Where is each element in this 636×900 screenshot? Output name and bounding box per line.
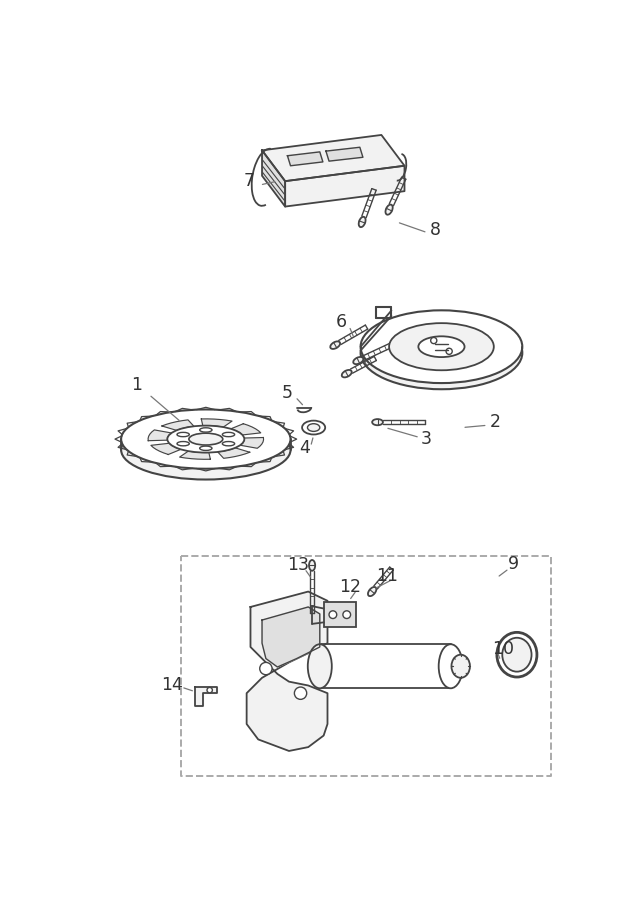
Polygon shape: [247, 591, 328, 751]
FancyBboxPatch shape: [324, 602, 356, 627]
Ellipse shape: [302, 420, 325, 435]
Ellipse shape: [361, 317, 522, 389]
Polygon shape: [285, 166, 404, 207]
Text: 1: 1: [131, 376, 142, 394]
Ellipse shape: [368, 587, 377, 596]
Ellipse shape: [121, 420, 291, 480]
Polygon shape: [202, 418, 232, 427]
Polygon shape: [287, 152, 323, 166]
Ellipse shape: [359, 217, 366, 227]
Text: 8: 8: [430, 220, 441, 238]
Text: 9: 9: [508, 554, 520, 572]
Circle shape: [329, 611, 336, 618]
Text: 13: 13: [287, 556, 309, 574]
Ellipse shape: [389, 323, 494, 370]
Text: 6: 6: [336, 313, 347, 331]
Circle shape: [431, 338, 437, 344]
Ellipse shape: [502, 638, 532, 671]
Polygon shape: [162, 420, 194, 430]
Text: 7: 7: [244, 172, 254, 190]
Text: 2: 2: [490, 413, 501, 431]
Ellipse shape: [167, 426, 244, 453]
Ellipse shape: [497, 633, 537, 677]
Polygon shape: [262, 150, 285, 207]
Ellipse shape: [439, 644, 463, 688]
Ellipse shape: [372, 419, 383, 425]
Ellipse shape: [223, 442, 235, 446]
Ellipse shape: [177, 432, 190, 436]
Ellipse shape: [309, 560, 315, 571]
Ellipse shape: [200, 446, 212, 450]
Polygon shape: [262, 135, 404, 181]
Text: 12: 12: [340, 578, 362, 596]
Text: 3: 3: [420, 430, 432, 448]
Ellipse shape: [452, 654, 470, 678]
Ellipse shape: [353, 357, 363, 364]
Circle shape: [294, 687, 307, 699]
Circle shape: [343, 611, 350, 618]
Ellipse shape: [189, 433, 223, 445]
Ellipse shape: [308, 644, 332, 688]
Polygon shape: [231, 424, 261, 435]
Text: 4: 4: [299, 439, 310, 457]
Text: 10: 10: [492, 640, 514, 658]
Polygon shape: [148, 430, 172, 441]
Ellipse shape: [223, 432, 235, 436]
Text: 11: 11: [377, 567, 399, 585]
Ellipse shape: [200, 428, 212, 432]
Polygon shape: [195, 687, 217, 706]
Ellipse shape: [330, 341, 340, 349]
Polygon shape: [151, 444, 181, 454]
Polygon shape: [218, 448, 250, 458]
Circle shape: [207, 688, 212, 693]
Text: 5: 5: [282, 384, 293, 402]
Ellipse shape: [385, 204, 392, 215]
Ellipse shape: [177, 442, 190, 446]
Polygon shape: [326, 148, 363, 161]
Ellipse shape: [342, 370, 352, 377]
Circle shape: [446, 348, 452, 355]
Ellipse shape: [307, 424, 320, 431]
Polygon shape: [262, 607, 320, 667]
Ellipse shape: [121, 410, 291, 469]
Ellipse shape: [418, 337, 464, 357]
Circle shape: [259, 662, 272, 675]
Polygon shape: [240, 437, 263, 448]
Ellipse shape: [361, 310, 522, 383]
Text: 14: 14: [161, 677, 183, 695]
Polygon shape: [179, 451, 211, 459]
